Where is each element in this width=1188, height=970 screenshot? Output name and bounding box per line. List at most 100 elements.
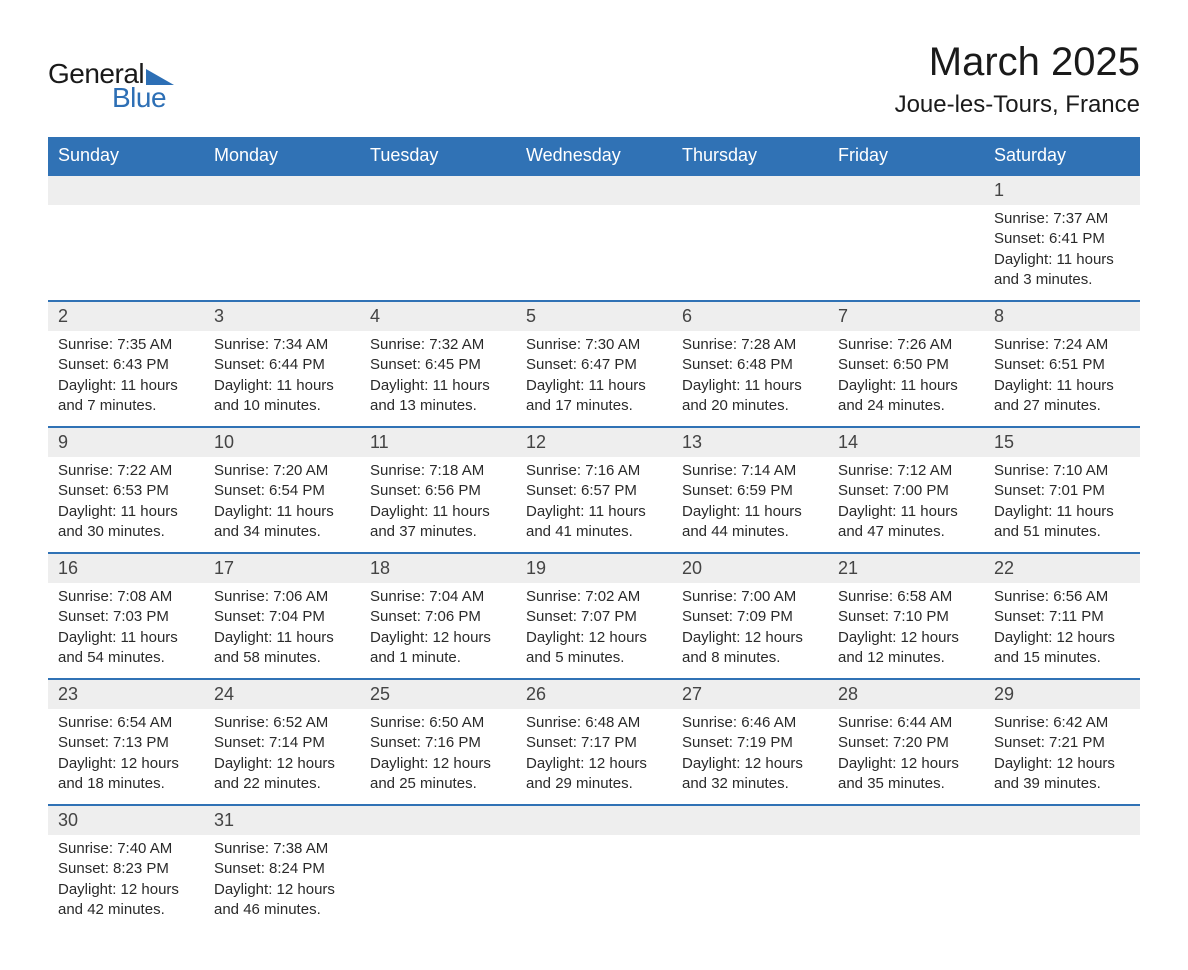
day-detail-cell: Sunrise: 6:42 AMSunset: 7:21 PMDaylight:… xyxy=(984,709,1140,805)
day-detail-cell xyxy=(516,205,672,301)
day-detail-cell: Sunrise: 6:52 AMSunset: 7:14 PMDaylight:… xyxy=(204,709,360,805)
daynum-row: 23242526272829 xyxy=(48,679,1140,709)
day-dl1: Daylight: 11 hours xyxy=(58,502,194,522)
day-dl2: and 17 minutes. xyxy=(526,396,662,416)
day-detail-cell: Sunrise: 7:06 AMSunset: 7:04 PMDaylight:… xyxy=(204,583,360,679)
day-detail-cell: Sunrise: 7:18 AMSunset: 6:56 PMDaylight:… xyxy=(360,457,516,553)
day-sunrise: Sunrise: 7:20 AM xyxy=(214,461,350,481)
day-number: 5 xyxy=(526,306,536,326)
day-dl1: Daylight: 12 hours xyxy=(214,754,350,774)
day-number-cell: 10 xyxy=(204,427,360,457)
day-sunset: Sunset: 7:19 PM xyxy=(682,733,818,753)
day-number-cell: 28 xyxy=(828,679,984,709)
calendar-table: Sunday Monday Tuesday Wednesday Thursday… xyxy=(48,137,1140,930)
day-sunrise: Sunrise: 7:22 AM xyxy=(58,461,194,481)
day-sunset: Sunset: 7:10 PM xyxy=(838,607,974,627)
day-number-cell: 18 xyxy=(360,553,516,583)
day-detail-cell: Sunrise: 7:38 AMSunset: 8:24 PMDaylight:… xyxy=(204,835,360,930)
day-detail-cell: Sunrise: 7:35 AMSunset: 6:43 PMDaylight:… xyxy=(48,331,204,427)
day-dl2: and 18 minutes. xyxy=(58,774,194,794)
day-dl1: Daylight: 11 hours xyxy=(58,376,194,396)
day-number-cell: 13 xyxy=(672,427,828,457)
day-detail-cell: Sunrise: 7:24 AMSunset: 6:51 PMDaylight:… xyxy=(984,331,1140,427)
day-sunset: Sunset: 7:06 PM xyxy=(370,607,506,627)
day-number-cell xyxy=(360,805,516,835)
day-sunset: Sunset: 7:11 PM xyxy=(994,607,1130,627)
day-number: 26 xyxy=(526,684,546,704)
day-sunrise: Sunrise: 7:24 AM xyxy=(994,335,1130,355)
page-title: March 2025 xyxy=(895,40,1140,85)
day-number-cell: 30 xyxy=(48,805,204,835)
day-sunset: Sunset: 6:50 PM xyxy=(838,355,974,375)
day-dl1: Daylight: 12 hours xyxy=(838,754,974,774)
day-dl1: Daylight: 11 hours xyxy=(838,376,974,396)
day-dl1: Daylight: 11 hours xyxy=(994,250,1130,270)
day-sunrise: Sunrise: 6:48 AM xyxy=(526,713,662,733)
day-detail-cell: Sunrise: 6:44 AMSunset: 7:20 PMDaylight:… xyxy=(828,709,984,805)
day-number-cell: 24 xyxy=(204,679,360,709)
day-sunset: Sunset: 7:16 PM xyxy=(370,733,506,753)
day-dl2: and 44 minutes. xyxy=(682,522,818,542)
day-number-cell: 1 xyxy=(984,175,1140,205)
day-sunrise: Sunrise: 6:58 AM xyxy=(838,587,974,607)
day-number-cell xyxy=(672,805,828,835)
day-number-cell: 23 xyxy=(48,679,204,709)
day-detail-cell: Sunrise: 6:56 AMSunset: 7:11 PMDaylight:… xyxy=(984,583,1140,679)
day-number: 20 xyxy=(682,558,702,578)
detail-row: Sunrise: 7:35 AMSunset: 6:43 PMDaylight:… xyxy=(48,331,1140,427)
day-number: 1 xyxy=(994,180,1004,200)
day-sunset: Sunset: 7:21 PM xyxy=(994,733,1130,753)
day-sunrise: Sunrise: 6:52 AM xyxy=(214,713,350,733)
day-dl1: Daylight: 12 hours xyxy=(214,880,350,900)
day-detail-cell xyxy=(204,205,360,301)
day-dl1: Daylight: 11 hours xyxy=(214,376,350,396)
day-detail-cell xyxy=(360,835,516,930)
header: General Blue March 2025 Joue-les-Tours, … xyxy=(48,40,1140,119)
day-dl1: Daylight: 12 hours xyxy=(994,628,1130,648)
day-detail-cell: Sunrise: 7:16 AMSunset: 6:57 PMDaylight:… xyxy=(516,457,672,553)
day-sunset: Sunset: 6:48 PM xyxy=(682,355,818,375)
day-dl2: and 46 minutes. xyxy=(214,900,350,920)
day-sunset: Sunset: 7:17 PM xyxy=(526,733,662,753)
weekday-header: Monday xyxy=(204,137,360,175)
day-sunrise: Sunrise: 7:28 AM xyxy=(682,335,818,355)
title-block: March 2025 Joue-les-Tours, France xyxy=(895,40,1140,119)
daynum-row: 16171819202122 xyxy=(48,553,1140,583)
day-dl2: and 30 minutes. xyxy=(58,522,194,542)
day-number-cell: 31 xyxy=(204,805,360,835)
day-number: 7 xyxy=(838,306,848,326)
day-detail-cell: Sunrise: 7:08 AMSunset: 7:03 PMDaylight:… xyxy=(48,583,204,679)
day-detail-cell: Sunrise: 6:50 AMSunset: 7:16 PMDaylight:… xyxy=(360,709,516,805)
day-dl1: Daylight: 12 hours xyxy=(682,754,818,774)
day-sunset: Sunset: 7:01 PM xyxy=(994,481,1130,501)
day-detail-cell: Sunrise: 7:26 AMSunset: 6:50 PMDaylight:… xyxy=(828,331,984,427)
day-number: 28 xyxy=(838,684,858,704)
day-dl1: Daylight: 11 hours xyxy=(214,628,350,648)
day-number: 4 xyxy=(370,306,380,326)
day-dl2: and 20 minutes. xyxy=(682,396,818,416)
day-sunset: Sunset: 6:51 PM xyxy=(994,355,1130,375)
day-sunset: Sunset: 6:59 PM xyxy=(682,481,818,501)
day-number-cell: 26 xyxy=(516,679,672,709)
day-dl1: Daylight: 12 hours xyxy=(370,754,506,774)
day-number-cell: 4 xyxy=(360,301,516,331)
logo-text-blue: Blue xyxy=(112,82,166,114)
day-sunrise: Sunrise: 7:14 AM xyxy=(682,461,818,481)
day-number-cell: 11 xyxy=(360,427,516,457)
day-number-cell: 21 xyxy=(828,553,984,583)
daynum-row: 9101112131415 xyxy=(48,427,1140,457)
day-dl1: Daylight: 12 hours xyxy=(838,628,974,648)
weekday-header: Sunday xyxy=(48,137,204,175)
day-sunset: Sunset: 7:13 PM xyxy=(58,733,194,753)
day-number: 6 xyxy=(682,306,692,326)
day-sunset: Sunset: 6:57 PM xyxy=(526,481,662,501)
day-dl1: Daylight: 12 hours xyxy=(370,628,506,648)
day-dl1: Daylight: 11 hours xyxy=(526,376,662,396)
day-sunrise: Sunrise: 7:10 AM xyxy=(994,461,1130,481)
day-number-cell: 20 xyxy=(672,553,828,583)
day-sunset: Sunset: 7:20 PM xyxy=(838,733,974,753)
day-dl2: and 12 minutes. xyxy=(838,648,974,668)
day-detail-cell: Sunrise: 7:28 AMSunset: 6:48 PMDaylight:… xyxy=(672,331,828,427)
day-sunset: Sunset: 6:41 PM xyxy=(994,229,1130,249)
day-sunrise: Sunrise: 6:56 AM xyxy=(994,587,1130,607)
